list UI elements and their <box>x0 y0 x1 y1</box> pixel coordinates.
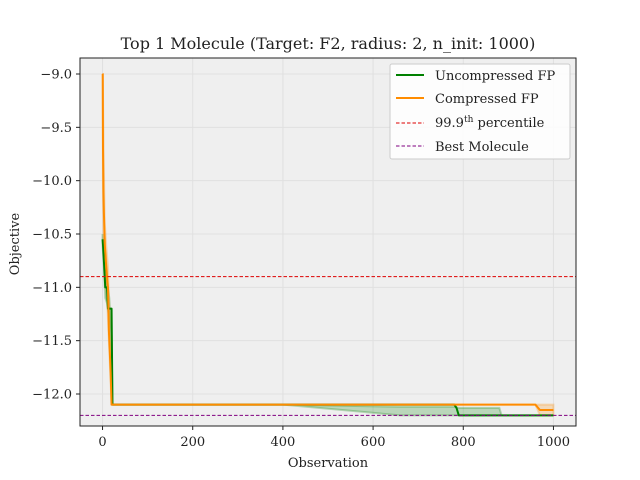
y-tick-label: −12.0 <box>32 388 72 403</box>
chart-title: Top 1 Molecule (Target: F2, radius: 2, n… <box>121 34 536 53</box>
y-tick-label: −9.5 <box>40 121 72 136</box>
y-tick-label: −9.0 <box>40 68 72 83</box>
legend: Uncompressed FP Compressed FP 99.9th per… <box>389 63 571 160</box>
y-tick-label: −10.5 <box>32 228 72 243</box>
y-axis-label: Objective <box>8 212 23 275</box>
legend-label-percentile-rest: percentile <box>473 116 544 131</box>
x-tick-label: 200 <box>180 435 205 450</box>
legend-label-percentile: 99.9th percentile <box>435 115 545 131</box>
legend-label-best-molecule: Best Molecule <box>435 140 529 155</box>
legend-label-uncompressed: Uncompressed FP <box>435 69 556 84</box>
x-axis-label: Observation <box>288 456 369 471</box>
legend-label-percentile-sup: th <box>464 115 474 125</box>
y-tick-label: −11.5 <box>32 334 72 349</box>
series-lines <box>101 73 554 417</box>
y-axis-ticks: −9.0 −9.5 −10.0 −10.5 −11.0 −11.5 −12.0 <box>32 68 80 403</box>
x-axis-ticks: 0 200 400 600 800 1000 <box>98 426 570 450</box>
x-tick-label: 400 <box>270 435 295 450</box>
x-tick-label: 1000 <box>537 435 570 450</box>
x-tick-label: 0 <box>98 435 106 450</box>
reference-lines <box>80 276 576 416</box>
plot-frame <box>79 57 577 427</box>
y-tick-label: −10.0 <box>32 174 72 189</box>
series-line-compressed-fp <box>101 73 554 411</box>
y-tick-label: −11.0 <box>32 281 72 296</box>
x-tick-label: 800 <box>451 435 476 450</box>
legend-label-compressed: Compressed FP <box>435 92 539 107</box>
legend-label-percentile-base: 99.9 <box>435 116 464 131</box>
x-tick-label: 600 <box>361 435 386 450</box>
legend-box <box>389 63 571 160</box>
